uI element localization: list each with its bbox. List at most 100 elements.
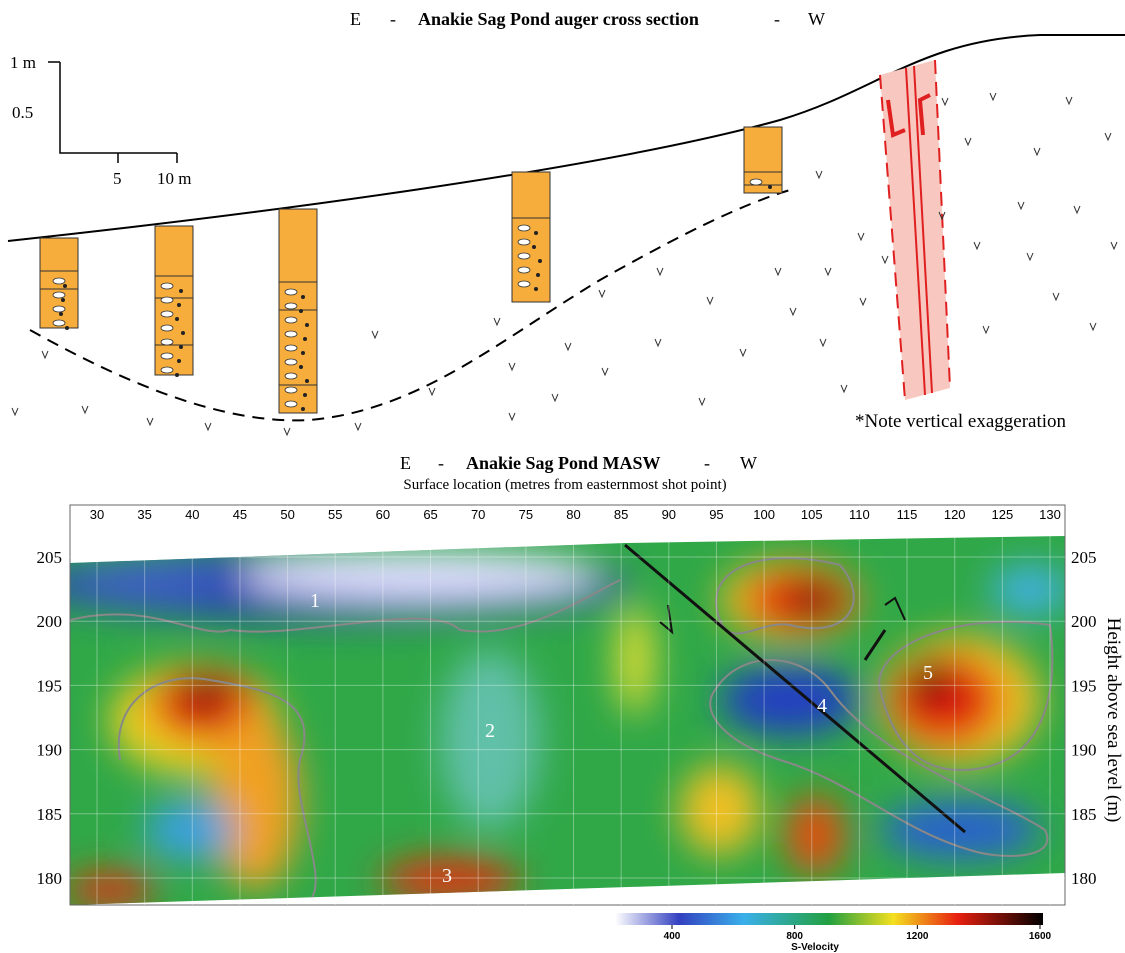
y-tick-label: 190 (1071, 741, 1097, 760)
v-mark (1090, 323, 1096, 330)
clast (285, 359, 297, 365)
clast (285, 401, 297, 407)
v-mark (42, 351, 48, 358)
grain (181, 331, 185, 335)
v-mark (565, 343, 571, 350)
grain (175, 373, 179, 377)
clast (285, 317, 297, 323)
v-mark (841, 385, 847, 392)
top-title: E - Anakie Sag Pond auger cross section … (350, 9, 825, 29)
auger-column (279, 209, 317, 413)
clast (518, 225, 530, 231)
auger-logs (40, 127, 782, 413)
clast (285, 387, 297, 393)
v-mark (1053, 293, 1059, 300)
y-tick-label: 205 (37, 548, 63, 567)
grain (61, 298, 65, 302)
title-left: E (350, 9, 361, 29)
x-tick-label: 95 (709, 507, 723, 522)
colorbar-tick-label: 800 (786, 931, 803, 942)
clast (518, 281, 530, 287)
zone-label: 4 (817, 695, 827, 717)
colorbar-label: S-Velocity (791, 942, 839, 953)
basement-contact (30, 190, 790, 420)
title-main: Anakie Sag Pond MASW (466, 453, 661, 473)
clast (53, 278, 65, 284)
v-mark (655, 339, 661, 346)
x-tick-label: 125 (991, 507, 1013, 522)
v-mark (372, 331, 378, 338)
v-mark (1027, 253, 1033, 260)
title-sep: - (438, 453, 444, 473)
grain (532, 245, 536, 249)
scale-label: 1 m (10, 53, 36, 72)
clast (518, 267, 530, 273)
v-mark (429, 388, 435, 395)
scale-label: 0.5 (12, 103, 33, 122)
x-tick-label: 65 (423, 507, 437, 522)
grain (305, 379, 309, 383)
v-mark (983, 326, 989, 333)
grain (65, 326, 69, 330)
y-tick-label: 180 (37, 869, 63, 888)
grain (175, 317, 179, 321)
v-mark (775, 268, 781, 275)
title-right: W (808, 9, 825, 29)
y-tick-label: 205 (1071, 548, 1097, 567)
title-sep: - (704, 453, 710, 473)
x-tick-label: 75 (519, 507, 533, 522)
v-mark (790, 308, 796, 315)
v-mark (599, 290, 605, 297)
y-tick-label: 180 (1071, 869, 1097, 888)
grain (63, 284, 67, 288)
x-tick-label: 90 (662, 507, 676, 522)
scale-label: 5 (113, 169, 122, 188)
clast (285, 373, 297, 379)
v-mark (1066, 97, 1072, 104)
v-mark (284, 428, 290, 435)
y-tick-label: 195 (37, 676, 63, 695)
v-mark (355, 423, 361, 430)
v-mark (740, 349, 746, 356)
note: *Note vertical exaggeration (855, 411, 1067, 432)
v-mark (820, 339, 826, 346)
v-mark (990, 93, 996, 100)
zone-label: 1 (310, 590, 320, 612)
ground-surface (8, 35, 1125, 241)
grain (301, 351, 305, 355)
v-mark (1074, 206, 1080, 213)
grain (179, 289, 183, 293)
v-mark (147, 418, 153, 425)
v-mark (1111, 242, 1117, 249)
x-tick-label: 45 (233, 507, 247, 522)
colorbar-tick-label: 400 (664, 931, 681, 942)
clast (750, 179, 762, 185)
v-mark (205, 423, 211, 430)
scale-label: 10 m (157, 169, 191, 188)
v-mark (552, 394, 558, 401)
grain (534, 231, 538, 235)
clast (161, 283, 173, 289)
x-tick-label: 80 (566, 507, 580, 522)
grain (301, 407, 305, 411)
grain (301, 295, 305, 299)
x-tick-label: 40 (185, 507, 199, 522)
y-tick-label: 195 (1071, 676, 1097, 695)
title-sep: - (390, 9, 396, 29)
v-mark (825, 268, 831, 275)
clast (53, 320, 65, 326)
clast (161, 339, 173, 345)
v-mark (657, 268, 663, 275)
zone-label: 2 (485, 720, 495, 742)
v-mark (12, 408, 18, 415)
clast (53, 306, 65, 312)
v-mark (1018, 202, 1024, 209)
grain (303, 337, 307, 341)
y-tick-label: 190 (37, 741, 63, 760)
v-mark (707, 297, 713, 304)
v-mark (942, 98, 948, 105)
x-tick-label: 35 (137, 507, 151, 522)
x-tick-label: 105 (801, 507, 823, 522)
x-tick-label: 100 (753, 507, 775, 522)
grain (768, 185, 772, 189)
